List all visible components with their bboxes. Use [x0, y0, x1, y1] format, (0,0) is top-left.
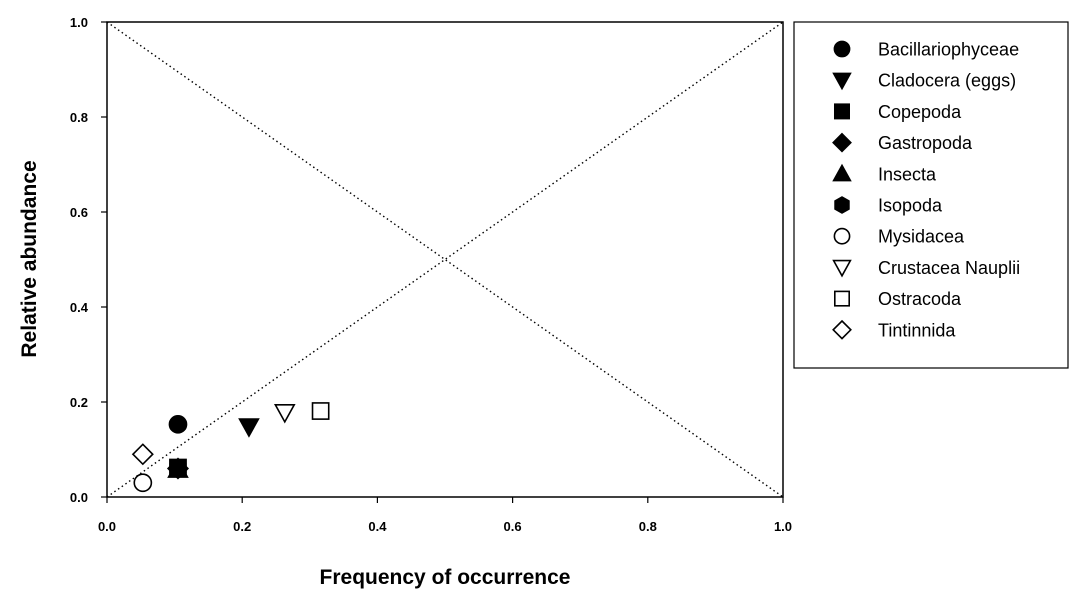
- legend-label-isopoda: Isopoda: [878, 196, 943, 216]
- legend-label-insecta: Insecta: [878, 164, 937, 184]
- legend: Bacillariophyceae Cladocera (eggs) Copepod…: [832, 40, 1020, 340]
- point-bacillariophyceae: [168, 414, 188, 434]
- legend-label-tintinnida: Tintinnida: [878, 320, 956, 340]
- legend-label-cladocera-eggs: Cladocera (eggs): [878, 71, 1016, 91]
- y-tick-label: 0.6: [70, 205, 88, 220]
- legend-marker-cladocera-eggs: [832, 72, 852, 91]
- point-mysidacea: [133, 473, 153, 493]
- x-tick-label: 0.2: [233, 519, 251, 534]
- y-tick-label: 0.2: [70, 395, 88, 410]
- y-tick-label: 0.4: [70, 300, 89, 315]
- legend-marker-copepoda: [833, 103, 850, 120]
- legend-label-bacillariophyceae: Bacillariophyceae: [878, 40, 1019, 60]
- y-axis: 0.0 0.2 0.4 0.6 0.8 1.0: [70, 15, 107, 505]
- x-axis-title: Frequency of occurrence: [320, 566, 571, 589]
- legend-marker-insecta: [832, 163, 852, 182]
- legend-marker-gastropoda: [832, 132, 852, 153]
- legend-label-ostracoda: Ostracoda: [878, 289, 962, 309]
- x-tick-label: 0.0: [98, 519, 116, 534]
- legend-marker-mysidacea: [833, 227, 851, 245]
- legend-marker-isopoda: [834, 196, 850, 214]
- y-tick-label: 0.8: [70, 110, 88, 125]
- point-tintinnida: [131, 443, 154, 466]
- point-ostracoda: [311, 402, 330, 420]
- data-points: [131, 402, 330, 493]
- point-cladocera-eggs: [238, 418, 260, 438]
- y-axis-title: Relative abundance: [18, 160, 41, 357]
- legend-label-copepoda: Copepoda: [878, 102, 962, 122]
- legend-marker-ostracoda: [833, 290, 850, 307]
- x-tick-label: 0.6: [504, 519, 522, 534]
- plot-area: [106, 21, 784, 498]
- point-crustacea-nauplii: [273, 403, 296, 424]
- x-tick-label: 0.8: [639, 519, 657, 534]
- y-tick-label: 0.0: [70, 490, 88, 505]
- legend-marker-bacillariophyceae: [833, 40, 851, 58]
- point-isopoda: [169, 458, 187, 478]
- legend-label-mysidacea: Mysidacea: [878, 227, 965, 247]
- y-tick-label: 1.0: [70, 15, 88, 30]
- legend-marker-tintinnida: [832, 319, 852, 340]
- legend-marker-crustacea-nauplii: [832, 259, 852, 278]
- reference-lines: [106, 21, 784, 498]
- x-tick-label: 1.0: [774, 519, 792, 534]
- x-axis: 0.0 0.2 0.4 0.6 0.8 1.0: [98, 497, 792, 534]
- x-tick-label: 0.4: [368, 519, 387, 534]
- legend-label-gastropoda: Gastropoda: [878, 133, 973, 153]
- legend-label-crustacea-nauplii: Crustacea Nauplii: [878, 258, 1020, 278]
